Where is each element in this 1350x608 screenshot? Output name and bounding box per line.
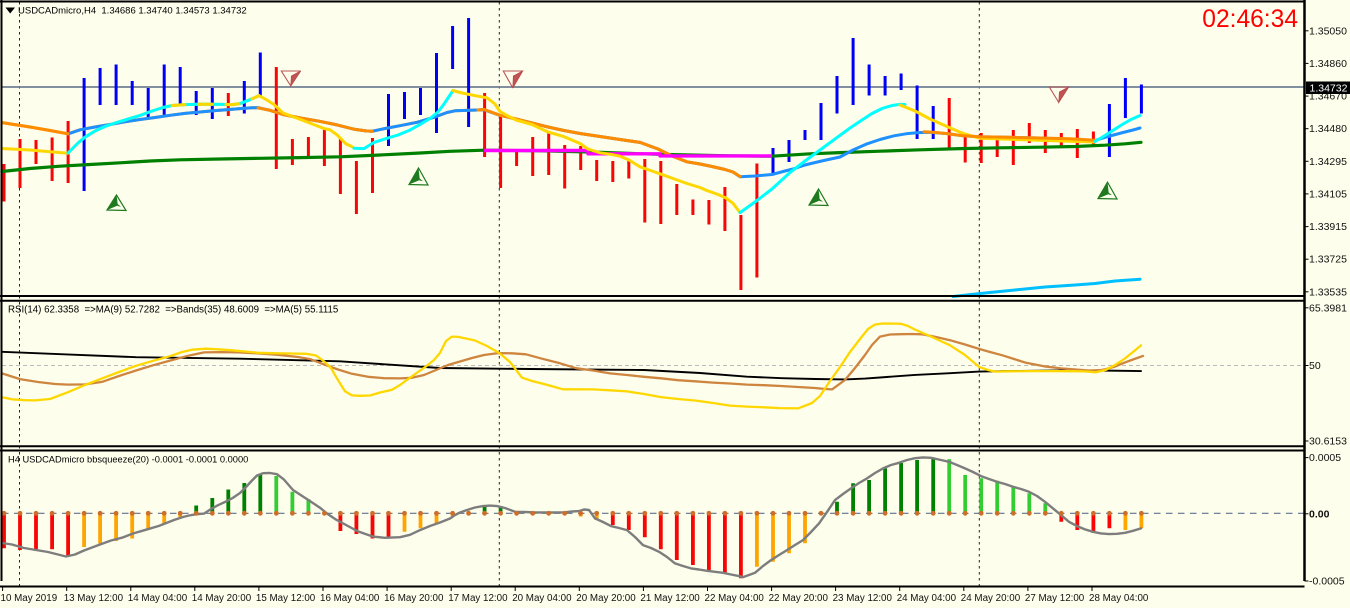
svg-text:1.34860: 1.34860 [1309,58,1347,70]
svg-text:28 May 04:00: 28 May 04:00 [1089,593,1149,604]
svg-text:USDCADmicro,H4 1.34686 1.3474: USDCADmicro,H4 1.34686 1.34740 1.34573 1… [18,6,247,17]
svg-text:20 May 20:00: 20 May 20:00 [576,593,636,604]
svg-text:1.33915: 1.33915 [1309,221,1347,233]
svg-text:50: 50 [1309,360,1321,372]
svg-text:14 May 04:00: 14 May 04:00 [128,593,188,604]
svg-text:1.34480: 1.34480 [1309,123,1347,135]
svg-text:21 May 12:00: 21 May 12:00 [640,593,700,604]
svg-text:65.3981: 65.3981 [1309,302,1347,314]
svg-text:1.33725: 1.33725 [1309,254,1347,266]
svg-text:13 May 12:00: 13 May 12:00 [64,593,124,604]
svg-text:-0.0005: -0.0005 [1309,576,1345,588]
svg-text:1.34732: 1.34732 [1310,83,1348,95]
svg-text:RSI(14) 62.3358 =>MA(9) 52.72: RSI(14) 62.3358 =>MA(9) 52.7282 =>Bands(… [8,305,338,316]
svg-text:16 May 04:00: 16 May 04:00 [320,593,380,604]
svg-text:1.34295: 1.34295 [1309,156,1347,168]
svg-text:23 May 12:00: 23 May 12:00 [833,593,893,604]
svg-text:22 May 04:00: 22 May 04:00 [705,593,765,604]
svg-text:0.0005: 0.0005 [1309,452,1341,464]
svg-text:H4 USDCADmicro bbsqueeze(20) -: H4 USDCADmicro bbsqueeze(20) -0.0001 -0.… [8,455,248,465]
svg-text:1.33535: 1.33535 [1309,286,1347,298]
svg-text:15 May 12:00: 15 May 12:00 [256,593,316,604]
svg-text:24 May 20:00: 24 May 20:00 [961,593,1021,604]
svg-text:1.34105: 1.34105 [1309,188,1347,200]
svg-text:1.35050: 1.35050 [1309,25,1347,37]
svg-text:10 May 2019: 10 May 2019 [1,593,58,604]
svg-text:16 May 20:00: 16 May 20:00 [384,593,444,604]
svg-text:30.6153: 30.6153 [1309,436,1347,448]
svg-text:02:46:34: 02:46:34 [1202,6,1298,33]
svg-text:17 May 12:00: 17 May 12:00 [448,593,508,604]
svg-text:20 May 04:00: 20 May 04:00 [512,593,572,604]
svg-text:14 May 20:00: 14 May 20:00 [192,593,252,604]
svg-text:0.00: 0.00 [1309,508,1330,520]
svg-text:24 May 04:00: 24 May 04:00 [897,593,957,604]
svg-text:27 May 12:00: 27 May 12:00 [1025,593,1085,604]
svg-text:22 May 20:00: 22 May 20:00 [769,593,829,604]
